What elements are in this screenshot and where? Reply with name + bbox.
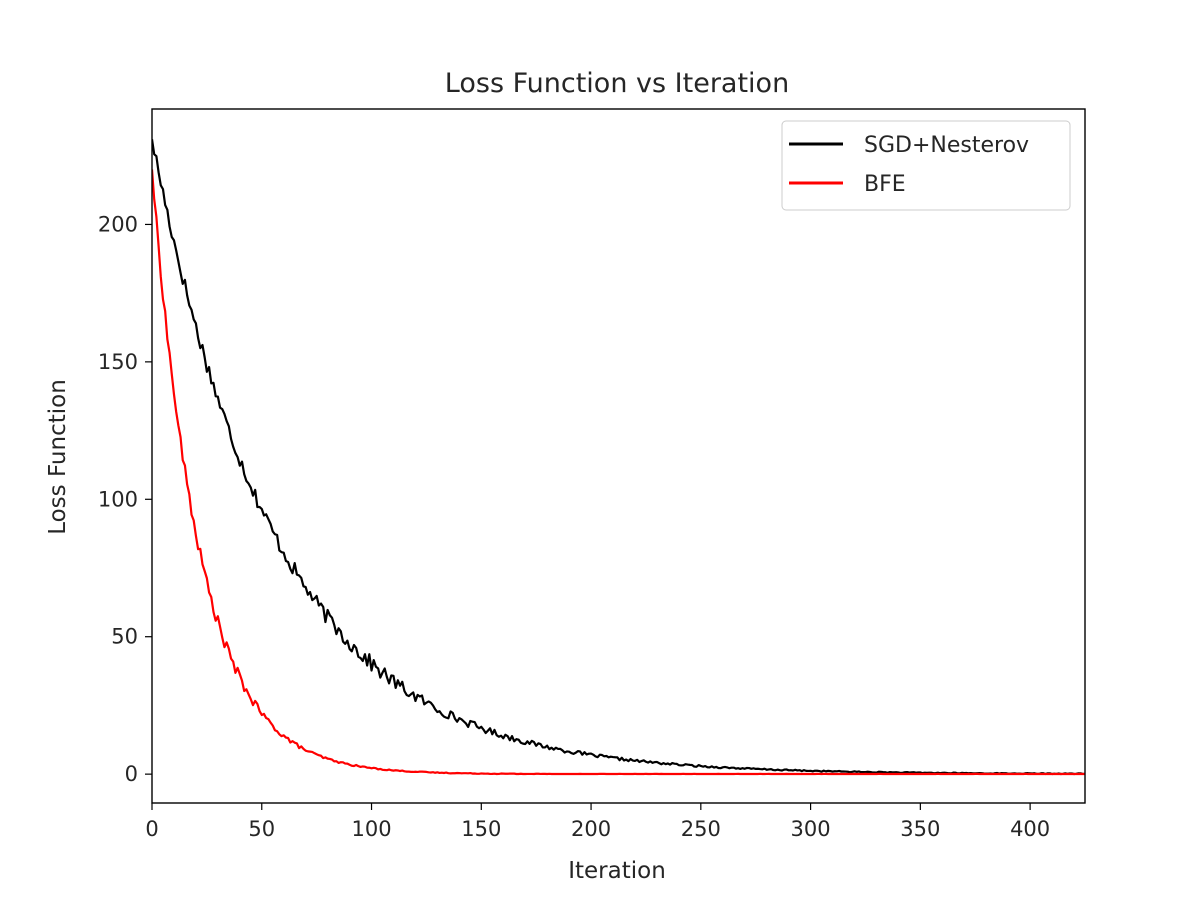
y-axis-label: Loss Function	[45, 379, 71, 535]
chart-title: Loss Function vs Iteration	[445, 68, 789, 99]
x-tick-label: 0	[145, 817, 158, 841]
y-tick-label: 0	[125, 762, 138, 786]
x-axis-label: Iteration	[568, 858, 666, 884]
x-tick-label: 200	[571, 817, 611, 841]
y-tick-label: 100	[98, 487, 138, 511]
axes-frame	[151, 108, 1086, 804]
legend-label-bfe: BFE	[864, 172, 906, 197]
legend-box	[781, 120, 1071, 211]
x-tick-label: 350	[900, 817, 940, 841]
y-axis: 0 50 100 150 200	[98, 212, 152, 786]
x-tick-label: 250	[681, 817, 721, 841]
y-tick-label: 50	[111, 625, 138, 649]
x-tick-label: 300	[791, 817, 831, 841]
legend: SGD+Nesterov BFE	[781, 120, 1071, 211]
y-tick-label: 150	[98, 350, 138, 374]
series-line-bfe	[152, 169, 1085, 776]
x-tick-label: 100	[351, 817, 391, 841]
series-line-sgd-nesterov	[152, 139, 1085, 776]
x-tick-label: 150	[461, 817, 501, 841]
x-axis: 0 50 100 150 200 250 300 350 400	[145, 803, 1050, 841]
x-tick-label: 400	[1010, 817, 1050, 841]
plot-area	[152, 139, 1085, 776]
x-tick-label: 50	[248, 817, 275, 841]
y-tick-label: 200	[98, 212, 138, 236]
legend-label-sgd: SGD+Nesterov	[864, 133, 1029, 158]
